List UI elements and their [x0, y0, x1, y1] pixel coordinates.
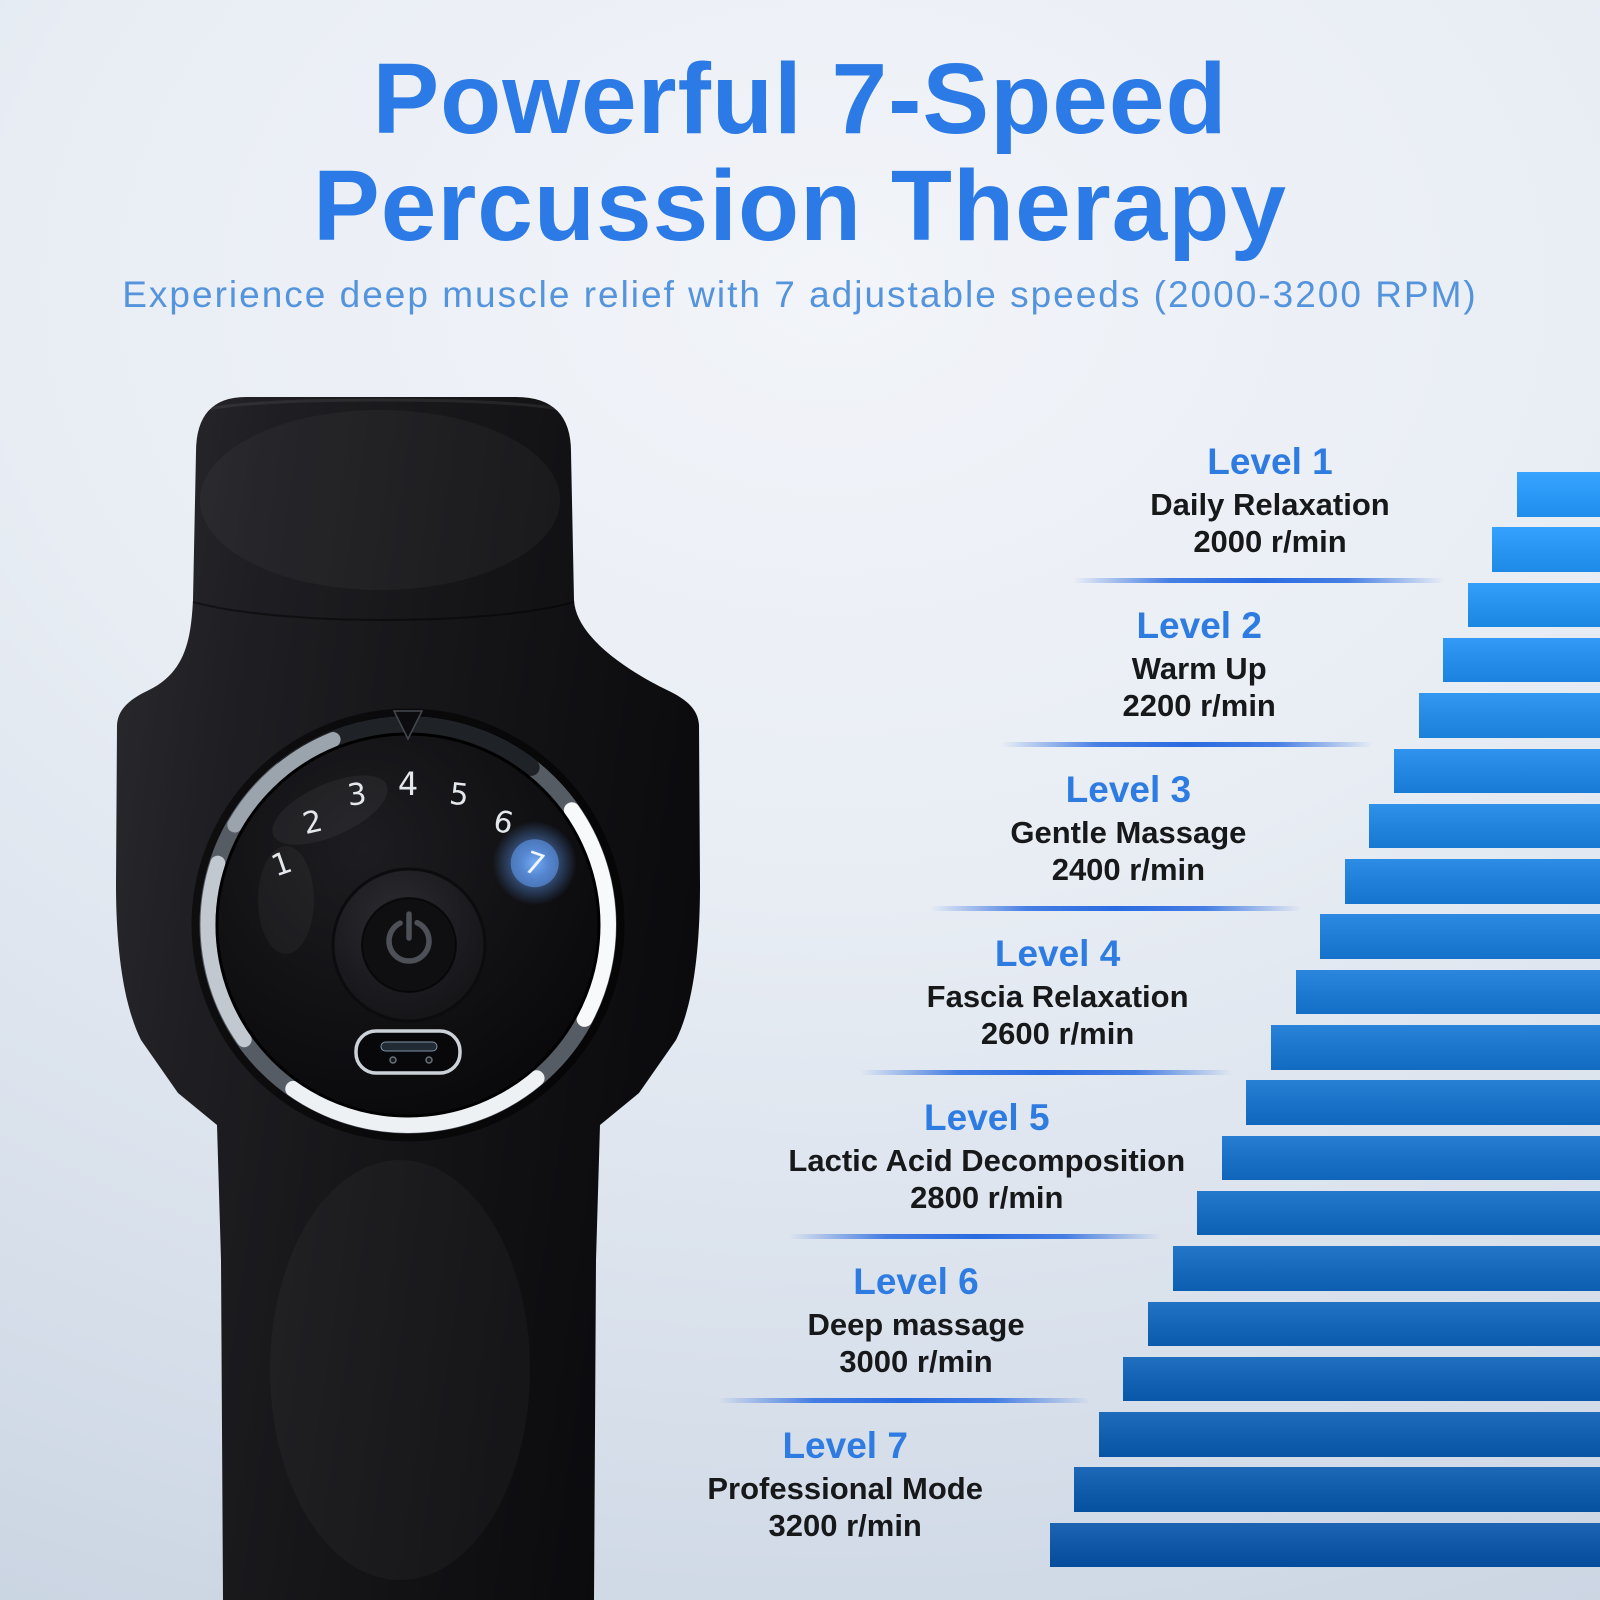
level-rpm: 3000 r/min: [839, 1344, 993, 1379]
level-title: Level 2: [1136, 605, 1262, 646]
chrome-reflection-arc: [563, 802, 616, 1027]
staircase-bar: [1517, 472, 1600, 517]
level-title: Level 7: [782, 1425, 908, 1466]
chrome-reflection-arc: [285, 1070, 545, 1133]
level-name: Lactic Acid Decomposition: [788, 1143, 1186, 1178]
level-divider: [930, 906, 1303, 911]
page-title-line2: Percussion Therapy: [313, 150, 1287, 262]
level-name: Daily Relaxation: [1150, 487, 1390, 522]
staircase-bar: [1271, 1025, 1600, 1070]
level-rpm: 2200 r/min: [1122, 688, 1276, 723]
level-title: Level 4: [994, 933, 1121, 974]
staircase-bar: [1049, 1522, 1600, 1568]
level-name: Fascia Relaxation: [926, 979, 1189, 1014]
staircase-bar: [1344, 859, 1600, 904]
staircase-bar: [1172, 1246, 1600, 1291]
massage-gun-photo: 123 4 567: [116, 397, 700, 1600]
level-name: Professional Mode: [707, 1471, 983, 1506]
usb-c-port: [354, 1029, 462, 1075]
level-rpm: 3200 r/min: [768, 1508, 922, 1543]
dial-face-smudge2: [258, 846, 314, 954]
staircase-bar: [1492, 527, 1600, 572]
chrome-reflection-arc: [200, 855, 252, 1048]
level-item: Level 4 Fascia Relaxation 2600 r/min: [778, 932, 1338, 1052]
level-divider: [788, 1234, 1161, 1239]
subtitle: Experience deep muscle relief with 7 adj…: [122, 274, 1478, 315]
level-divider: [1072, 578, 1444, 583]
staircase-bar: [1148, 1301, 1600, 1346]
level-item: Level 5 Lactic Acid Decomposition 2800 r…: [707, 1096, 1267, 1216]
handle-sheen: [270, 1160, 530, 1580]
power-icon: [386, 911, 432, 964]
level-item: Level 3 Gentle Massage 2400 r/min: [848, 768, 1408, 888]
dial-number: 3: [346, 777, 369, 814]
level-item: Level 1 Daily Relaxation 2000 r/min: [990, 440, 1550, 560]
level-divider: [1001, 742, 1374, 747]
level-rpm: 2800 r/min: [910, 1180, 1064, 1215]
page-title-line1: Powerful 7-Speed: [372, 43, 1228, 155]
active-level-glow-core: [510, 839, 559, 888]
level-divider: [718, 1398, 1090, 1403]
staircase-bar: [1295, 969, 1600, 1015]
level-item: Level 7 Professional Mode 3200 r/min: [565, 1424, 1125, 1544]
level-item: Level 6 Deep massage 3000 r/min: [636, 1260, 1196, 1380]
power-button-inner: [361, 897, 457, 993]
dial-number: 4: [398, 765, 418, 803]
chrome-reflection-arc: [227, 732, 341, 833]
dial-number: 5: [448, 777, 471, 814]
level-name: Gentle Massage: [1010, 815, 1247, 850]
level-item: Level 2 Warm Up 2200 r/min: [919, 604, 1479, 724]
staircase-bar: [1074, 1467, 1600, 1512]
dial-face-smudge: [272, 775, 388, 845]
device-top-highlight: [201, 398, 567, 412]
staircase-bar: [1098, 1412, 1600, 1457]
staircase-bar: [1467, 582, 1600, 628]
level-title: Level 1: [1207, 441, 1333, 482]
dial-notch-icon: [392, 710, 424, 741]
level-rpm: 2000 r/min: [1193, 524, 1347, 559]
staircase-bar: [1443, 637, 1600, 683]
staircase-bar: [1418, 693, 1600, 738]
staircase-bar: [1320, 914, 1600, 959]
neck-sheen: [200, 410, 560, 590]
level-rpm: 2600 r/min: [980, 1016, 1135, 1051]
staircase-bar: [1369, 803, 1600, 849]
staircase-bar: [1221, 1135, 1600, 1181]
staircase-bar: [1394, 748, 1600, 793]
level-divider: [859, 1070, 1232, 1075]
staircase-bar: [1246, 1080, 1600, 1125]
level-rpm: 2400 r/min: [1051, 852, 1206, 887]
header: Powerful 7-Speed Percussion Therapy Expe…: [0, 46, 1600, 316]
level-title: Level 3: [1065, 769, 1192, 810]
level-name: Warm Up: [1131, 651, 1267, 686]
level-title: Level 6: [853, 1261, 979, 1302]
device-shoulder-seam: [192, 601, 575, 621]
staircase-bar: [1197, 1190, 1600, 1236]
staircase-bar: [1123, 1356, 1600, 1402]
level-name: Deep massage: [807, 1307, 1025, 1342]
level-title: Level 5: [924, 1097, 1050, 1138]
